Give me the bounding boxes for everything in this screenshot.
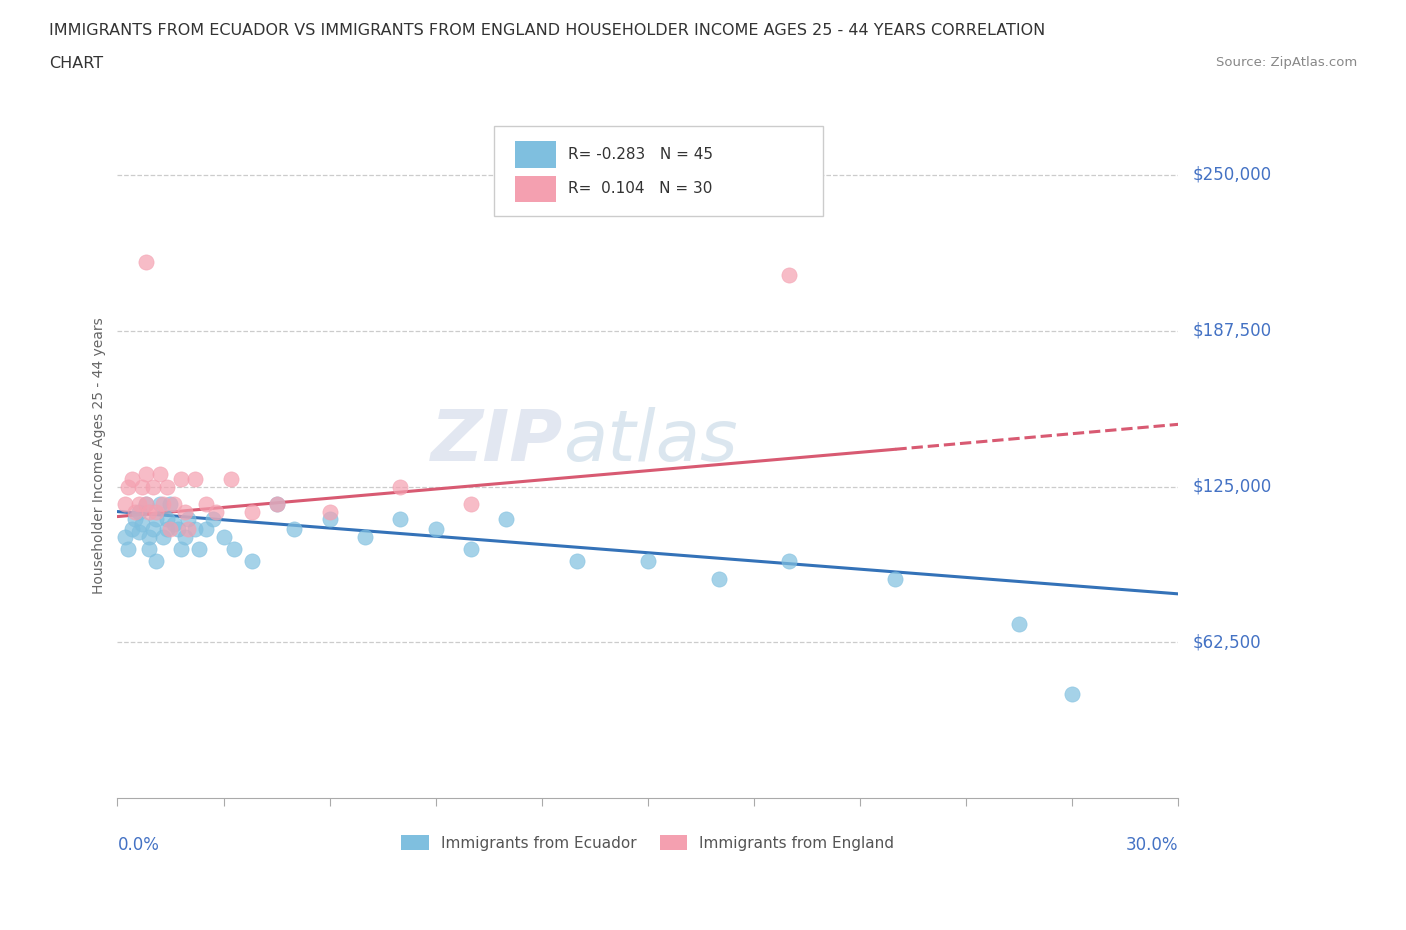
Point bbox=[637, 554, 659, 569]
Point bbox=[114, 497, 136, 512]
Point bbox=[567, 554, 589, 569]
Point bbox=[128, 525, 150, 539]
Point bbox=[135, 255, 157, 270]
Point bbox=[128, 504, 150, 519]
Point bbox=[177, 522, 200, 537]
Point bbox=[152, 497, 174, 512]
FancyBboxPatch shape bbox=[494, 126, 823, 216]
Text: atlas: atlas bbox=[562, 407, 738, 476]
Point bbox=[117, 541, 139, 556]
Point bbox=[495, 512, 517, 526]
Text: R= -0.283   N = 45: R= -0.283 N = 45 bbox=[568, 147, 713, 162]
Point bbox=[184, 522, 207, 537]
Point bbox=[219, 472, 242, 486]
Bar bbox=[515, 176, 555, 202]
Point bbox=[149, 497, 172, 512]
Point bbox=[145, 554, 167, 569]
Point bbox=[156, 479, 179, 494]
Point bbox=[173, 504, 195, 519]
Point bbox=[124, 504, 146, 519]
Text: ZIP: ZIP bbox=[430, 407, 562, 476]
Point bbox=[884, 571, 907, 586]
Point bbox=[1062, 686, 1084, 701]
Point bbox=[138, 504, 160, 519]
Point bbox=[184, 472, 207, 486]
Point bbox=[194, 497, 217, 512]
Y-axis label: Householder Income Ages 25 - 44 years: Householder Income Ages 25 - 44 years bbox=[93, 317, 107, 594]
Point bbox=[318, 504, 340, 519]
Point bbox=[266, 497, 288, 512]
Text: 30.0%: 30.0% bbox=[1126, 836, 1178, 854]
Text: $187,500: $187,500 bbox=[1192, 322, 1271, 339]
Text: R=  0.104   N = 30: R= 0.104 N = 30 bbox=[568, 181, 713, 196]
Point bbox=[389, 512, 412, 526]
Point bbox=[163, 497, 186, 512]
Point bbox=[177, 512, 200, 526]
Point bbox=[145, 512, 167, 526]
Point bbox=[283, 522, 305, 537]
Bar bbox=[515, 141, 555, 167]
Legend: Immigrants from Ecuador, Immigrants from England: Immigrants from Ecuador, Immigrants from… bbox=[395, 829, 900, 857]
Point bbox=[460, 497, 482, 512]
Point bbox=[145, 504, 167, 519]
Point bbox=[142, 479, 165, 494]
Point bbox=[1008, 617, 1031, 631]
Point bbox=[117, 479, 139, 494]
Point bbox=[121, 522, 143, 537]
Text: $250,000: $250,000 bbox=[1192, 166, 1271, 184]
Point bbox=[156, 512, 179, 526]
Point bbox=[318, 512, 340, 526]
Point bbox=[460, 541, 482, 556]
Text: Source: ZipAtlas.com: Source: ZipAtlas.com bbox=[1216, 56, 1357, 69]
Point bbox=[187, 541, 209, 556]
Point bbox=[131, 479, 153, 494]
Text: IMMIGRANTS FROM ECUADOR VS IMMIGRANTS FROM ENGLAND HOUSEHOLDER INCOME AGES 25 - : IMMIGRANTS FROM ECUADOR VS IMMIGRANTS FR… bbox=[49, 23, 1046, 38]
Point bbox=[224, 541, 246, 556]
Point bbox=[173, 529, 195, 544]
Point bbox=[425, 522, 447, 537]
Point bbox=[135, 497, 157, 512]
Point bbox=[389, 479, 412, 494]
Point bbox=[266, 497, 288, 512]
Point bbox=[159, 497, 181, 512]
Point bbox=[354, 529, 377, 544]
Point bbox=[128, 497, 150, 512]
Text: 0.0%: 0.0% bbox=[118, 836, 159, 854]
Point bbox=[135, 467, 157, 482]
Point bbox=[114, 529, 136, 544]
Point bbox=[135, 497, 157, 512]
Point bbox=[152, 529, 174, 544]
Point bbox=[149, 467, 172, 482]
Point bbox=[163, 517, 186, 532]
Point bbox=[159, 522, 181, 537]
Text: CHART: CHART bbox=[49, 56, 103, 71]
Point bbox=[194, 522, 217, 537]
Point bbox=[778, 267, 800, 282]
Point bbox=[156, 522, 179, 537]
Point bbox=[778, 554, 800, 569]
Point bbox=[142, 522, 165, 537]
Point bbox=[205, 504, 228, 519]
Point bbox=[170, 472, 193, 486]
Point bbox=[138, 541, 160, 556]
Text: $125,000: $125,000 bbox=[1192, 478, 1271, 496]
Point bbox=[121, 472, 143, 486]
Point bbox=[131, 517, 153, 532]
Point bbox=[201, 512, 224, 526]
Point bbox=[212, 529, 235, 544]
Point bbox=[240, 554, 263, 569]
Point bbox=[138, 529, 160, 544]
Point bbox=[170, 541, 193, 556]
Point bbox=[240, 504, 263, 519]
Text: $62,500: $62,500 bbox=[1192, 633, 1261, 652]
Point bbox=[707, 571, 730, 586]
Point bbox=[124, 512, 146, 526]
Point bbox=[166, 522, 188, 537]
